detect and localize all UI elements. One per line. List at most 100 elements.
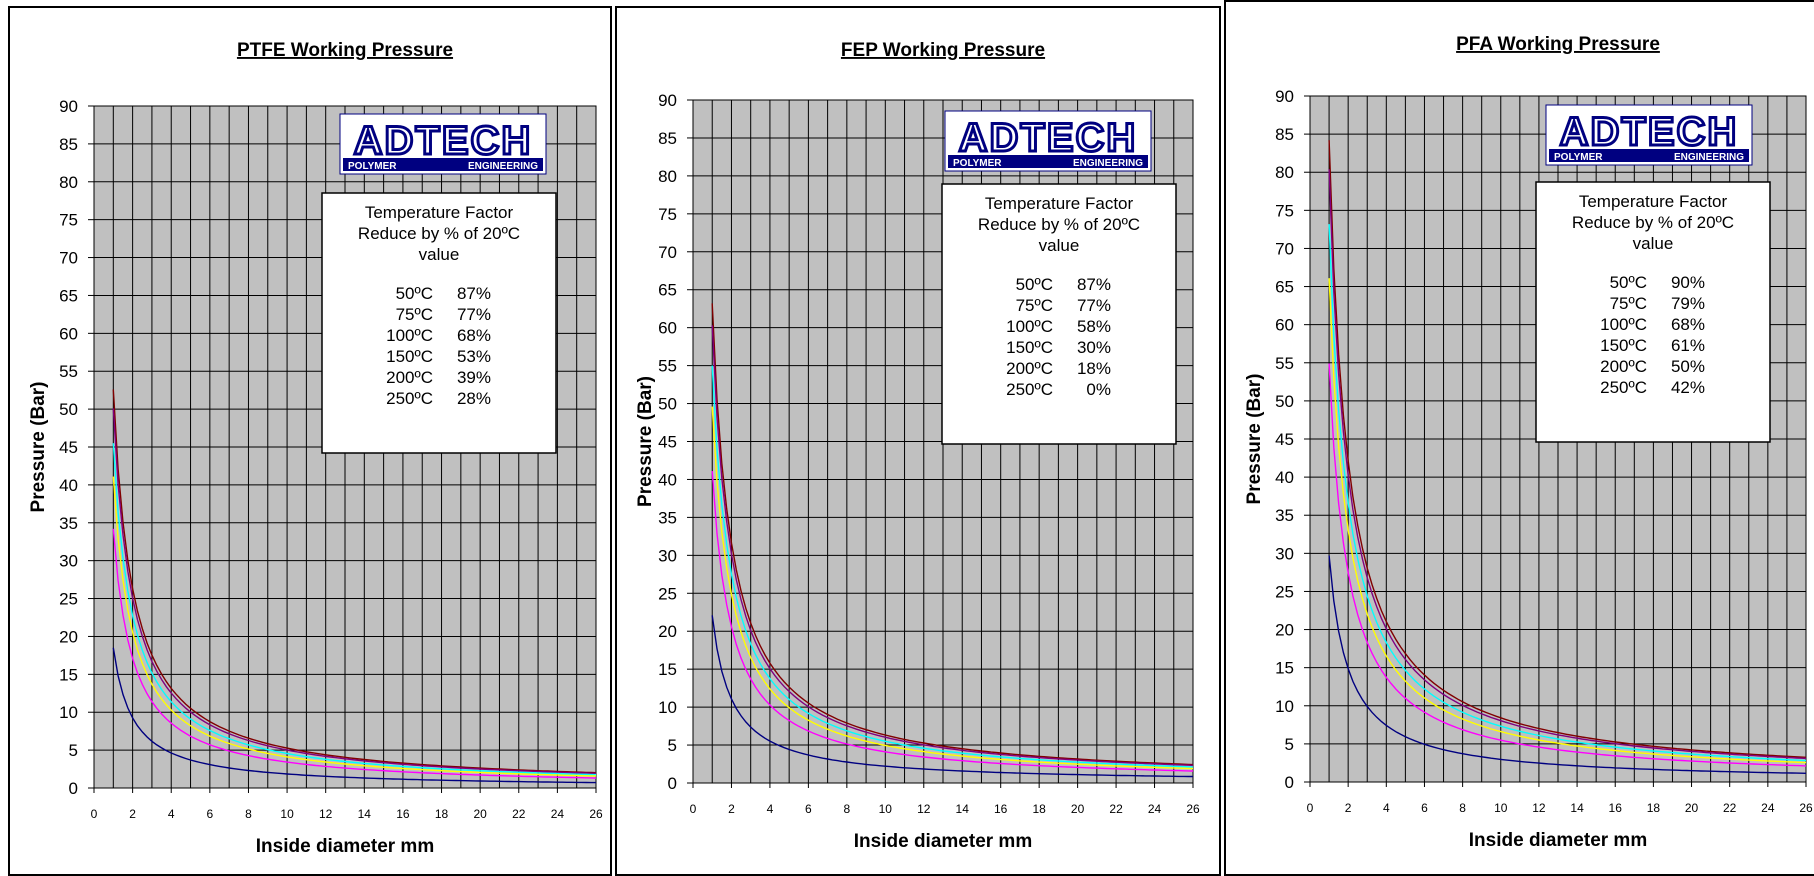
y-tick-label: 35	[59, 514, 78, 533]
y-tick-label: 5	[1285, 735, 1294, 754]
temperature-row-pct: 68%	[457, 326, 491, 345]
y-tick-label: 25	[59, 590, 78, 609]
x-tick-label: 24	[1148, 802, 1162, 816]
x-tick-label: 4	[767, 802, 774, 816]
temperature-row-temp: 50ºC	[1016, 275, 1053, 294]
y-tick-label: 45	[658, 433, 677, 452]
y-tick-label: 85	[1275, 125, 1294, 144]
y-tick-label: 20	[658, 622, 677, 641]
temperature-row-pct: 79%	[1671, 294, 1705, 313]
temperature-row-pct: 87%	[457, 284, 491, 303]
x-tick-label: 26	[1186, 802, 1200, 816]
temperature-row-temp: 50ºC	[396, 284, 433, 303]
x-tick-label: 18	[435, 807, 449, 821]
x-tick-label: 12	[917, 802, 931, 816]
y-tick-label: 70	[658, 243, 677, 262]
temperature-row-pct: 28%	[457, 389, 491, 408]
temperature-row-pct: 42%	[1671, 378, 1705, 397]
temperature-row-temp: 150ºC	[1600, 336, 1647, 355]
x-tick-label: 6	[1421, 801, 1428, 815]
temperature-row-pct: 39%	[457, 368, 491, 387]
y-tick-label: 40	[1275, 468, 1294, 487]
temperature-box-frame	[1535, 181, 1771, 443]
y-tick-label: 30	[59, 552, 78, 571]
y-tick-label: 90	[1275, 87, 1294, 106]
temperature-box-heading: Temperature Factor	[985, 194, 1134, 213]
series-line	[1328, 224, 1807, 762]
temperature-row-temp: 250ºC	[386, 389, 433, 408]
y-tick-label: 30	[1275, 544, 1294, 563]
x-tick-label: 22	[1109, 802, 1123, 816]
temperature-row-temp: 75ºC	[1610, 294, 1647, 313]
x-tick-label: 10	[879, 802, 893, 816]
x-tick-label: 2	[129, 807, 136, 821]
y-tick-label: 50	[658, 395, 677, 414]
series-line	[112, 647, 596, 784]
temperature-row-pct: 30%	[1077, 338, 1111, 357]
x-tick-label: 22	[512, 807, 526, 821]
y-tick-label: 25	[1275, 582, 1294, 601]
x-tick-label: 14	[1570, 801, 1584, 815]
logo-sub-left: POLYMER	[1554, 152, 1603, 163]
temperature-row-temp: 200ºC	[386, 368, 433, 387]
x-tick-label: 24	[1761, 801, 1775, 815]
x-tick-label: 26	[589, 807, 603, 821]
x-tick-label: 10	[1494, 801, 1508, 815]
x-tick-label: 0	[1307, 801, 1314, 815]
chart-svg-fep: FEP Working Pressure05101520253035404550…	[635, 40, 1200, 852]
x-tick-label: 20	[473, 807, 487, 821]
series-line	[1328, 555, 1807, 774]
x-tick-label: 16	[396, 807, 410, 821]
y-tick-label: 15	[1275, 659, 1294, 678]
temperature-row-temp: 150ºC	[386, 347, 433, 366]
x-tick-label: 2	[728, 802, 735, 816]
x-tick-label: 20	[1685, 801, 1699, 815]
logo-sub-left: POLYMER	[953, 158, 1002, 169]
series-line	[112, 443, 597, 776]
temperature-row-pct: 18%	[1077, 359, 1111, 378]
temperature-row-temp: 75ºC	[1016, 296, 1053, 315]
temperature-row-temp: 150ºC	[1006, 338, 1053, 357]
chart-title: FEP Working Pressure	[841, 40, 1045, 61]
temperature-row-pct: 58%	[1077, 317, 1111, 336]
series-line	[112, 476, 597, 777]
temperature-row-temp: 100ºC	[386, 326, 433, 345]
temperature-row-pct: 90%	[1671, 273, 1705, 292]
y-tick-label: 35	[658, 508, 677, 527]
logo-wordmark: ADTECH	[959, 116, 1138, 160]
y-tick-label: 60	[658, 319, 677, 338]
series-line	[1328, 169, 1807, 760]
x-tick-label: 12	[319, 807, 333, 821]
temperature-row-temp: 75ºC	[396, 305, 433, 324]
x-tick-label: 4	[168, 807, 175, 821]
y-tick-label: 60	[1275, 316, 1294, 335]
y-tick-label: 10	[59, 703, 78, 722]
x-tick-label: 2	[1345, 801, 1352, 815]
y-axis-title: Pressure (Bar)	[635, 376, 656, 507]
y-tick-label: 30	[658, 546, 677, 565]
logo-sub-right: ENGINEERING	[1674, 152, 1744, 163]
x-tick-label: 16	[994, 802, 1008, 816]
x-tick-label: 26	[1799, 801, 1813, 815]
x-tick-label: 4	[1383, 801, 1390, 815]
series-line	[711, 406, 1194, 770]
x-tick-label: 8	[844, 802, 851, 816]
temperature-factor-box: Temperature Factor Reduce by % of 20ºC val…	[321, 192, 557, 454]
x-tick-label: 8	[1459, 801, 1466, 815]
series-line	[1328, 278, 1807, 764]
y-tick-label: 70	[59, 249, 78, 268]
y-tick-label: 75	[1275, 201, 1294, 220]
x-tick-label: 22	[1723, 801, 1737, 815]
logo-sub-right: ENGINEERING	[1073, 158, 1143, 169]
logo-subbar	[1549, 149, 1749, 162]
y-axis-title: Pressure (Bar)	[28, 382, 49, 513]
temperature-row-pct: 50%	[1671, 357, 1705, 376]
temperature-row-pct: 0%	[1086, 380, 1111, 399]
x-tick-label: 6	[805, 802, 812, 816]
temperature-row-pct: 61%	[1671, 336, 1705, 355]
temperature-box-heading: Reduce by % of 20ºC	[1572, 213, 1734, 232]
y-tick-label: 5	[668, 736, 677, 755]
chart-svg-ptfe: PTFE Working Pressure0510152025303540455…	[28, 40, 603, 857]
